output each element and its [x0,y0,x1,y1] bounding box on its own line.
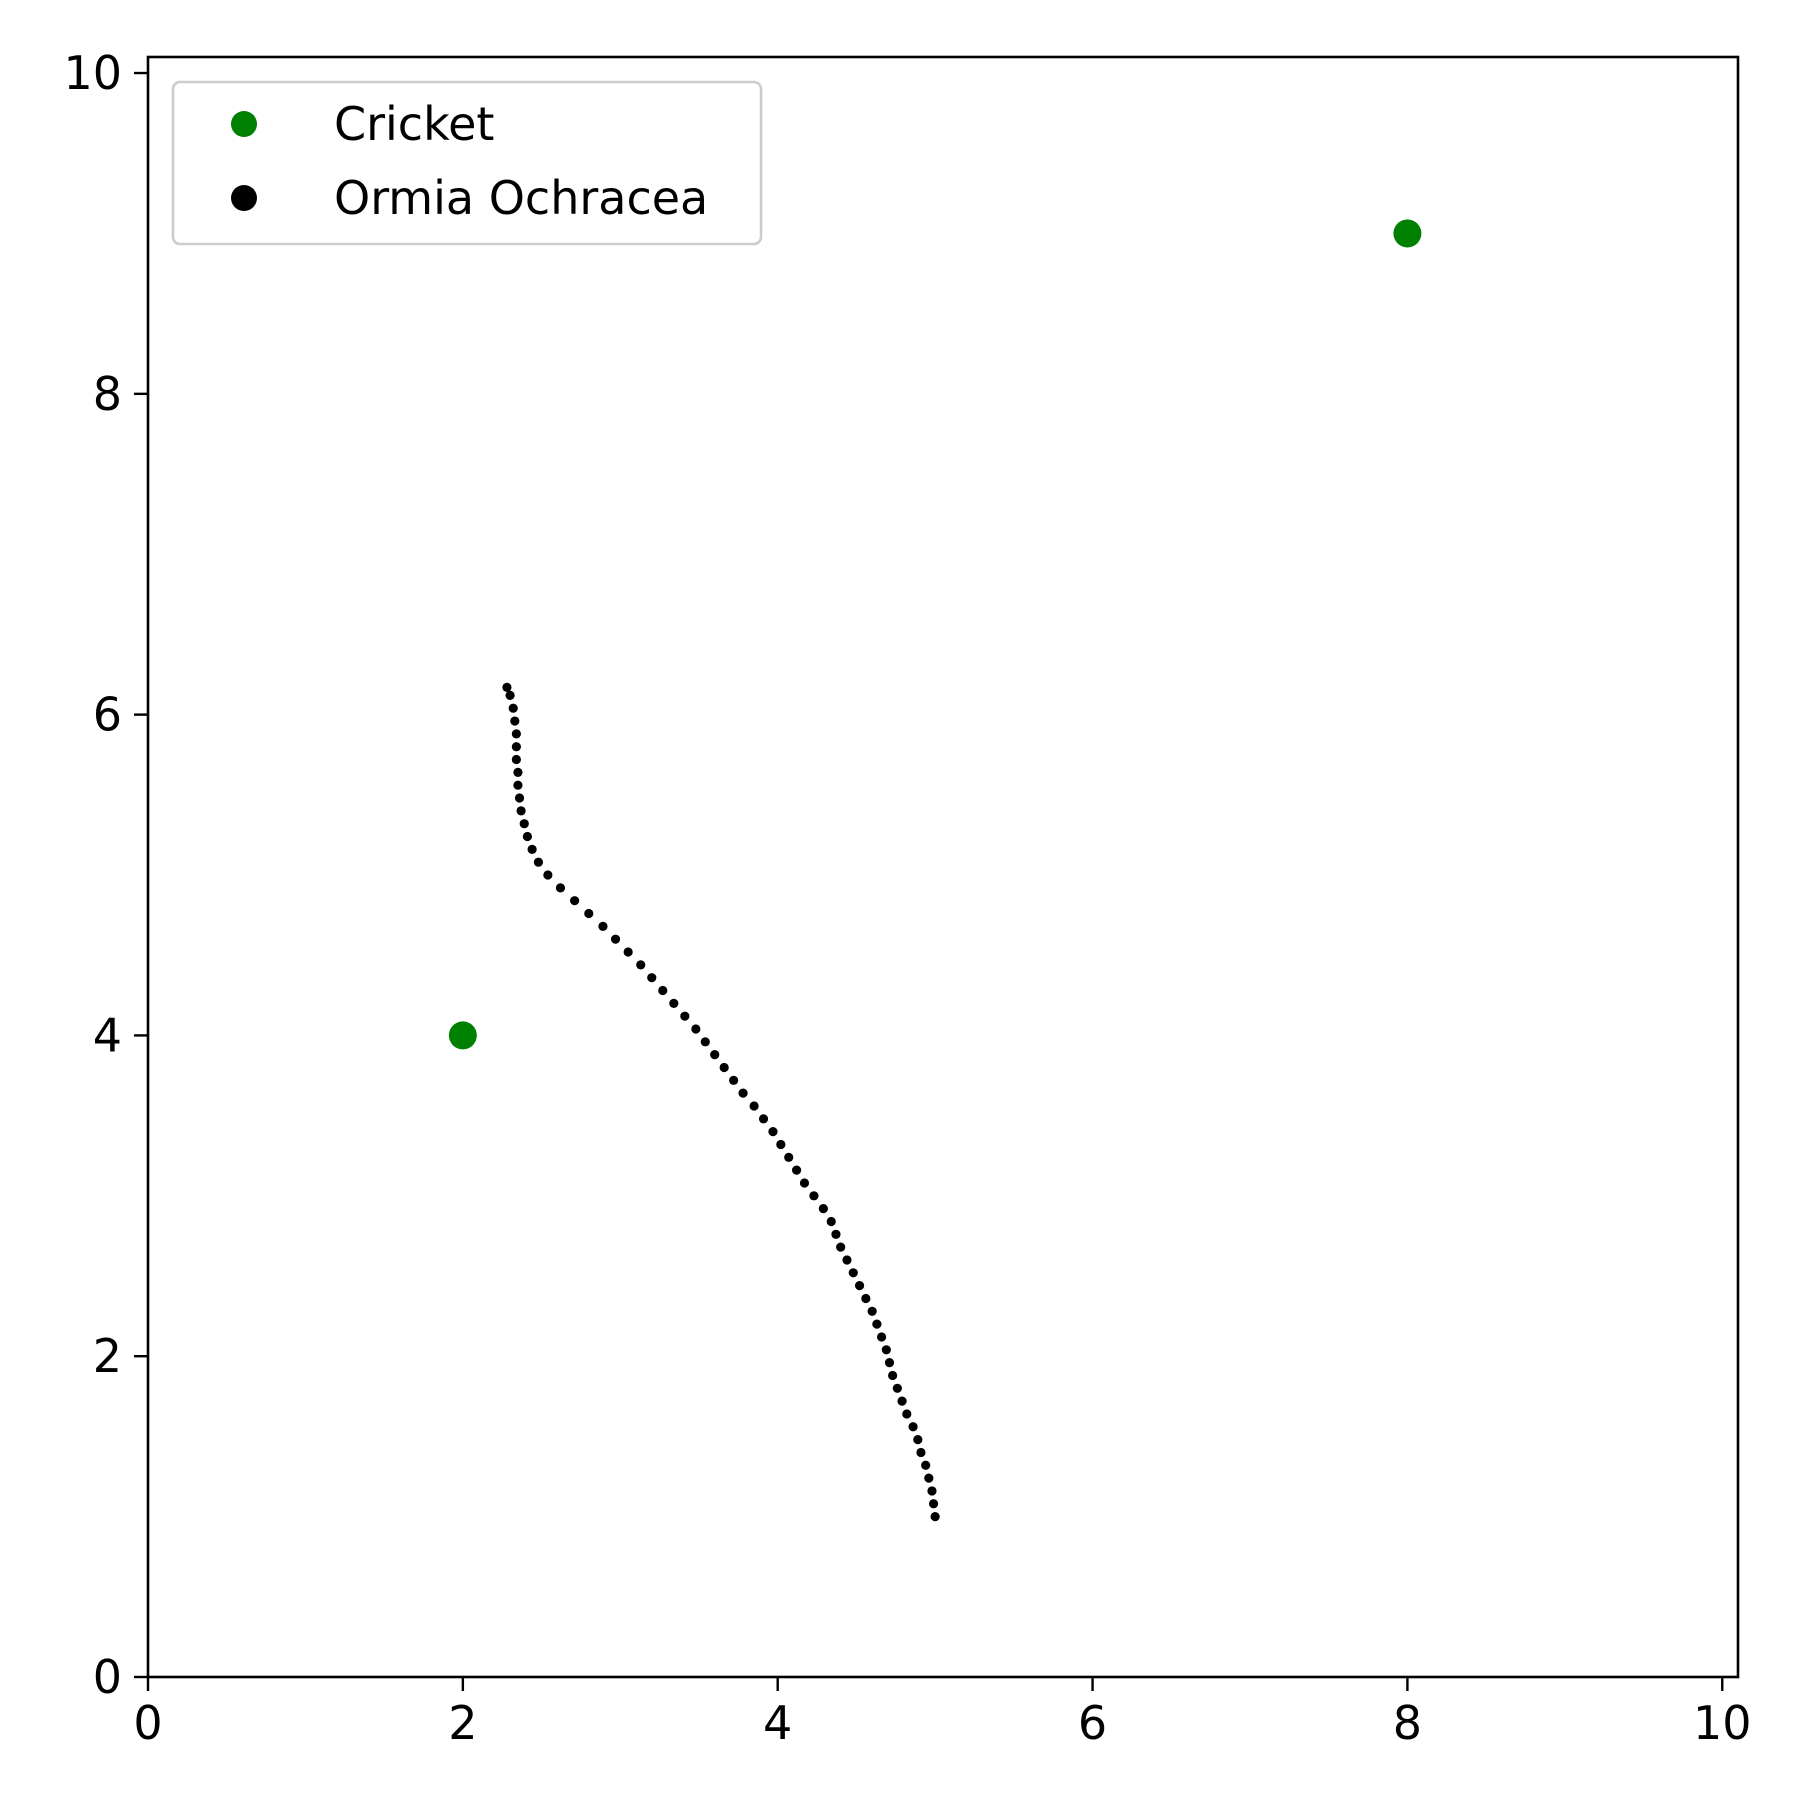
ormia-ochracea-point [513,767,523,777]
series-cricket [448,219,1422,1050]
ormia-ochracea-point [502,682,512,692]
x-tick-label: 0 [133,1696,162,1750]
ormia-ochracea-point [527,844,537,854]
ormia-ochracea-point [598,921,608,931]
ormia-ochracea-point [511,742,521,752]
axes: 0 2 4 6 8 10 0 2 4 6 8 10 [63,46,1751,1750]
ormia-ochracea-point [669,998,679,1008]
ormia-ochracea-point [768,1127,778,1137]
x-tick-label: 2 [448,1696,477,1750]
x-tick-label: 6 [1078,1696,1107,1750]
legend-marker-ormia-ochracea [231,185,257,211]
legend: Cricket Ormia Ochracea [171,80,763,246]
ormia-ochracea-point [836,1242,846,1252]
axes-frame [146,55,1740,1679]
ormia-ochracea-point [897,1396,907,1406]
ormia-ochracea-point [884,1358,895,1368]
ormia-ochracea-point [555,883,566,893]
ormia-ochracea-point [854,1281,865,1291]
ormia-ochracea-point [570,896,580,906]
x-tick-label: 8 [1393,1696,1422,1750]
ormia-ochracea-point [511,729,521,739]
y-tick-label: 0 [93,1650,122,1704]
ormia-ochracea-point [710,1050,720,1060]
ormia-ochracea-point [700,1037,710,1047]
ormia-ochracea-point [610,934,621,944]
y-tick-label: 6 [93,688,122,742]
ormia-ochracea-point [505,690,515,700]
ormia-ochracea-point [842,1255,852,1265]
ormia-ochracea-point [921,1460,931,1470]
ormia-ochracea-point [749,1101,759,1111]
plot-area [448,219,1422,1522]
ormia-ochracea-point [930,1512,940,1522]
ormia-ochracea-point [892,1383,902,1393]
legend-label-ormia-ochracea: Ormia Ochracea [334,171,708,225]
ormia-ochracea-point [913,1435,923,1445]
legend-label-cricket: Cricket [334,97,494,151]
ormia-ochracea-point [511,754,521,765]
ormia-ochracea-point [719,1062,729,1073]
ormia-ochracea-point [861,1293,871,1304]
ormia-ochracea-point [888,1370,898,1381]
ormia-ochracea-point [826,1216,836,1227]
ormia-ochracea-point [924,1473,934,1483]
cricket-point [1393,219,1422,248]
ormia-ochracea-point [514,793,525,803]
ormia-ochracea-point [533,857,544,867]
series-ormia-ochracea [502,682,940,1522]
legend-marker-cricket [231,111,257,137]
ormia-ochracea-point [776,1139,786,1150]
ormia-ochracea-point [647,973,657,983]
ormia-ochracea-point [516,806,526,816]
ormia-ochracea-point [831,1229,841,1239]
cricket-point [448,1021,477,1050]
ormia-ochracea-point [738,1088,748,1098]
y-tick-label: 2 [93,1329,122,1383]
ormia-ochracea-point [513,780,523,790]
ormia-ochracea-point [791,1165,802,1175]
ormia-ochracea-point [902,1409,912,1419]
y-tick-label: 10 [63,46,122,100]
ormia-ochracea-point [867,1306,877,1316]
ormia-ochracea-point [729,1075,739,1085]
ormia-ochracea-point [877,1332,887,1342]
ormia-ochracea-point [510,716,520,726]
legend-box [171,80,763,246]
ormia-ochracea-point [908,1422,918,1432]
y-tick-label: 4 [93,1008,122,1062]
y-tick-label: 8 [93,367,122,421]
ormia-ochracea-point [636,960,646,970]
ormia-ochracea-point [872,1319,882,1329]
ormia-ochracea-point [927,1486,937,1496]
ormia-ochracea-point [680,1011,690,1021]
ormia-ochracea-point [543,870,553,880]
ormia-ochracea-point [818,1204,828,1214]
ormia-ochracea-point [916,1447,926,1458]
ormia-ochracea-point [784,1152,794,1162]
ormia-ochracea-point [758,1114,769,1124]
ormia-ochracea-point [508,703,518,713]
ormia-ochracea-point [519,819,529,829]
ormia-ochracea-point [522,831,533,842]
ormia-ochracea-point [848,1268,858,1278]
x-tick-label: 10 [1693,1696,1752,1750]
ormia-ochracea-point [623,947,633,957]
ormia-ochracea-point [881,1345,891,1355]
ormia-ochracea-point [691,1024,701,1034]
ormia-ochracea-point [658,985,668,996]
ormia-ochracea-point [799,1178,810,1188]
ormia-ochracea-point [809,1191,819,1201]
ormia-ochracea-point [928,1499,939,1509]
x-tick-label: 4 [763,1696,792,1750]
ormia-ochracea-point [584,908,594,919]
